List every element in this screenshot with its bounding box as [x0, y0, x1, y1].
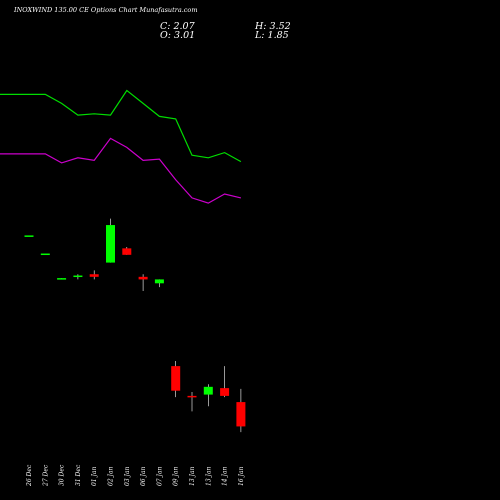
candle-body	[138, 276, 148, 280]
candle-body	[73, 275, 83, 278]
candle-body	[236, 402, 246, 427]
candles	[24, 218, 246, 433]
x-tick-label: 14 Jan	[222, 466, 229, 486]
x-tick-label: 27 Dec	[42, 464, 49, 487]
candle-body	[220, 388, 230, 396]
candle	[171, 360, 181, 398]
close-value: C: 2.07	[160, 21, 195, 32]
candle	[122, 247, 132, 255]
x-tick-label: 26 Dec	[26, 464, 33, 487]
candle-body	[171, 366, 181, 391]
candle	[154, 279, 164, 288]
candle	[24, 235, 34, 237]
x-tick-label: 06 Jan	[140, 466, 147, 486]
indicator-lines	[0, 89, 242, 204]
candle	[89, 270, 99, 280]
low-value: L: 1.85	[255, 30, 289, 41]
candle-body	[40, 253, 50, 256]
candle	[138, 274, 148, 292]
x-tick-label: 13 Jan	[205, 466, 212, 486]
x-tick-label: 01 Jan	[91, 466, 98, 486]
x-axis-labels: 26 Dec 27 Dec 30 Dec 31 Dec 01 Jan 02 Jan 03 J…	[26, 464, 245, 487]
candle	[106, 218, 115, 263]
open-value: O: 3.01	[160, 30, 196, 41]
x-tick-label: 16 Jan	[238, 466, 245, 486]
x-tick-label: 31 Dec	[75, 464, 82, 486]
x-tick-label: 13 Jan	[189, 466, 196, 486]
candle-body	[89, 274, 99, 277]
candle-body	[106, 225, 115, 263]
candle-body	[203, 386, 213, 395]
candle	[236, 388, 246, 433]
x-tick-label: 03 Jan	[124, 466, 131, 486]
indicator-line-2	[0, 137, 242, 204]
candle-body	[154, 279, 164, 284]
candle	[40, 253, 50, 256]
x-tick-label: 02 Jan	[108, 466, 115, 486]
high-value: H: 3.52	[255, 21, 291, 32]
candle-body	[187, 395, 197, 398]
chart-title: INOXWIND 135.00 CE Options Chart Munafas…	[14, 6, 198, 14]
candle	[203, 384, 213, 407]
candle-body	[24, 235, 34, 237]
candle-body	[122, 248, 132, 255]
x-tick-label: 30 Dec	[59, 464, 66, 486]
x-tick-label: 07 Jan	[156, 466, 163, 486]
x-tick-label: 09 Jan	[173, 466, 180, 486]
candle	[187, 392, 197, 412]
candle-body	[57, 278, 67, 280]
candle	[73, 274, 83, 280]
candle	[57, 278, 67, 280]
candle	[220, 366, 230, 398]
indicator-line-1	[0, 89, 242, 163]
